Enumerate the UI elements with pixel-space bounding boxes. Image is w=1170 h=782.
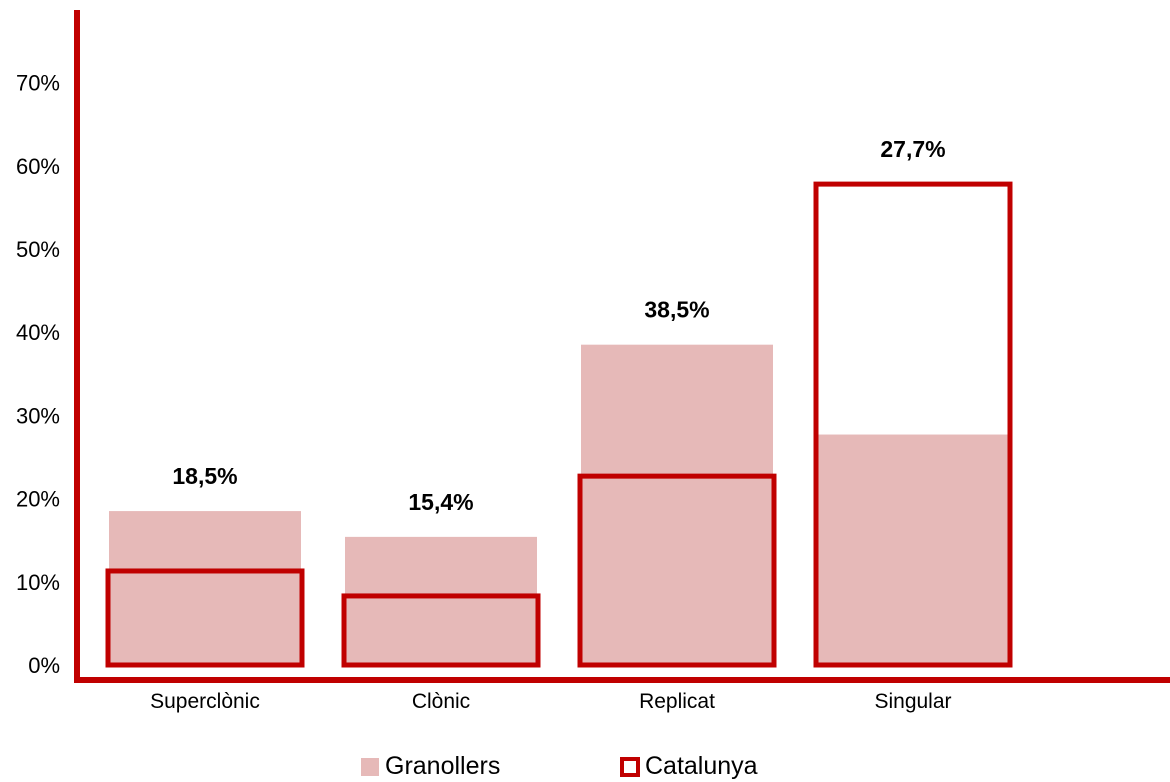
legend-item-granollers: Granollers [361, 752, 500, 781]
x-tick-label: Clònic [412, 690, 470, 713]
granollers-series [109, 344, 1009, 665]
y-tick-label: 20% [16, 487, 60, 512]
bar-catalunya [341, 593, 541, 668]
data-label: 38,5% [644, 297, 709, 323]
y-tick-label: 70% [16, 71, 60, 96]
legend-item-catalunya: Catalunya [620, 752, 758, 781]
axes [74, 10, 1170, 683]
legend-swatch-catalunya [620, 756, 640, 777]
y-tick-label: 10% [16, 570, 60, 595]
y-tick-labels: 0% 10% 20% 30% 40% 50% 60% 70% [16, 71, 60, 678]
y-tick-label: 50% [16, 237, 60, 262]
data-labels: 18,5% 15,4% 38,5% 27,7% [172, 136, 945, 515]
bar-catalunya [813, 181, 1013, 668]
bar-granollers [581, 344, 773, 665]
y-tick-label: 60% [16, 154, 60, 179]
category-labels: Superclònic Clònic Replicat Singular [150, 690, 951, 713]
x-tick-label: Superclònic [150, 690, 260, 713]
bar-catalunya [577, 473, 777, 668]
bar-granollers [817, 434, 1009, 665]
legend-label-granollers: Granollers [385, 752, 501, 780]
data-label: 27,7% [880, 136, 945, 162]
legend-swatch-granollers [361, 757, 379, 776]
legend: Granollers Catalunya [0, 752, 1170, 782]
y-tick-label: 30% [16, 403, 60, 428]
y-tick-label: 0% [28, 653, 60, 678]
y-tick-label: 40% [16, 320, 60, 345]
legend-label-catalunya: Catalunya [645, 752, 758, 780]
bar-catalunya [105, 568, 305, 668]
bar-granollers [345, 536, 537, 665]
data-label: 15,4% [408, 489, 473, 515]
x-tick-label: Replicat [639, 690, 715, 713]
x-tick-label: Singular [874, 690, 951, 713]
catalunya-series [105, 181, 1013, 668]
bar-chart: 0% 10% 20% 30% 40% 50% 60% 70% 18,5% 15,4% 38,5% 2… [16, 10, 1170, 713]
data-label: 18,5% [172, 463, 237, 489]
bar-granollers [109, 511, 301, 665]
